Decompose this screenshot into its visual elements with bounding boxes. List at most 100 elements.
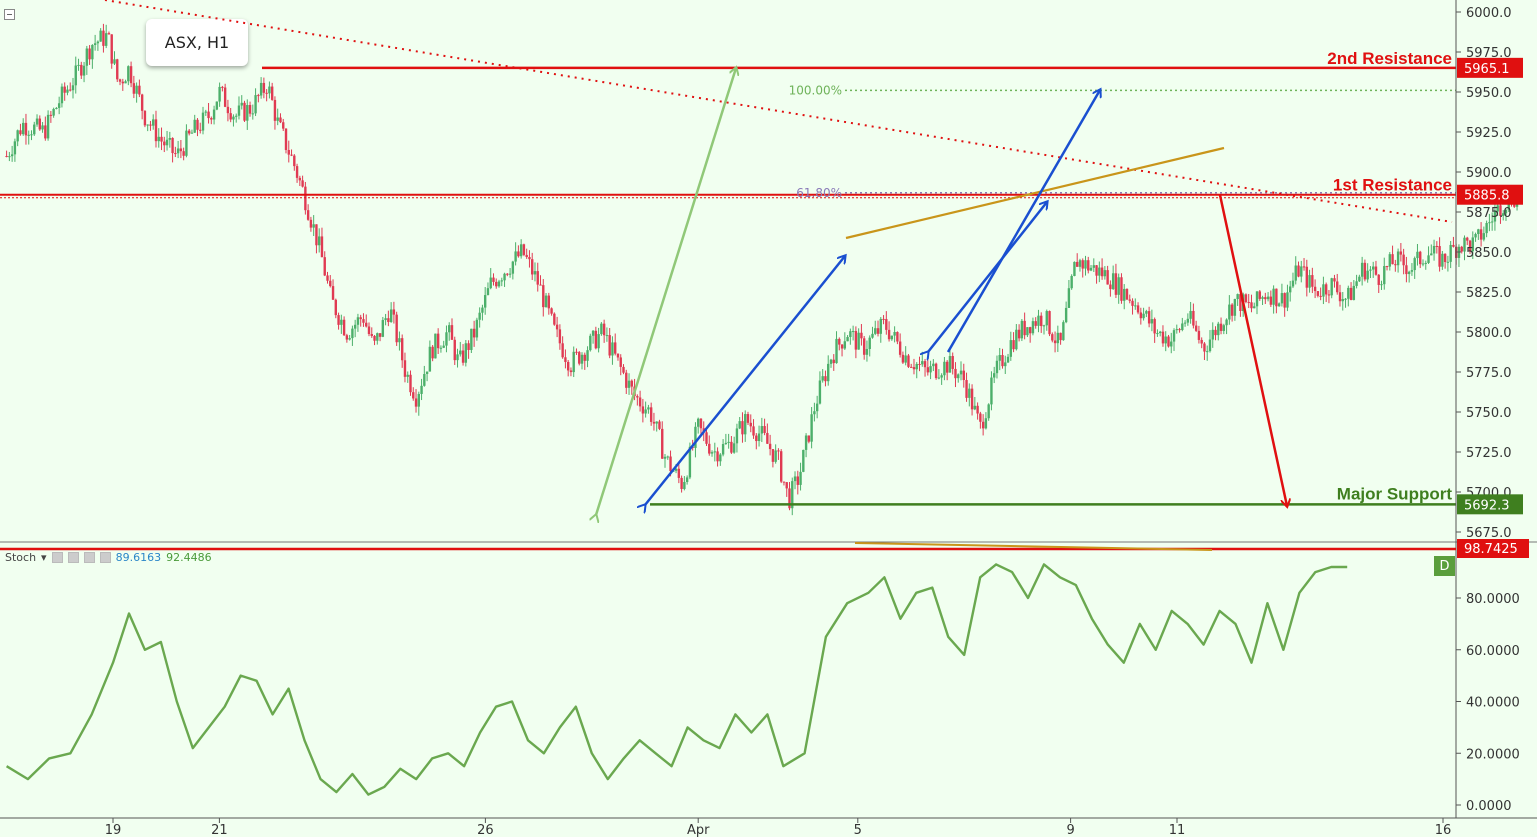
candle-body (232, 116, 235, 120)
candle-body (1432, 245, 1436, 254)
candle-body (583, 354, 586, 361)
candle-body (730, 441, 733, 453)
candle-body (957, 374, 960, 379)
close-icon[interactable] (99, 552, 111, 563)
candle-body (777, 450, 780, 452)
candle-body (887, 329, 891, 340)
candle-body (716, 451, 719, 462)
candle-body (1504, 209, 1508, 214)
candle-body (1358, 276, 1361, 282)
candle-body (80, 64, 83, 76)
candle-body (436, 333, 440, 349)
candle-body (1399, 251, 1403, 255)
price-tick-label: 5750.0 (1466, 406, 1512, 421)
candle-body (46, 114, 50, 139)
candle-body (96, 41, 100, 44)
time-axis[interactable]: 192126Apr591116182325 (0, 817, 1537, 837)
candle-body (1136, 305, 1140, 313)
candle-body (323, 257, 326, 276)
candle-body (893, 332, 896, 336)
stoch-tick-label: 80.0000 (1466, 592, 1520, 607)
candle-body (409, 374, 412, 393)
stoch-badge (1457, 539, 1529, 558)
candle-body (1449, 244, 1452, 262)
candle-body (1034, 321, 1037, 326)
settings-icon[interactable] (67, 552, 79, 563)
candle-body (868, 337, 871, 349)
candle-body (1380, 284, 1383, 286)
collapse-pane-icon[interactable] (4, 9, 15, 20)
candle-body (799, 471, 802, 485)
candle-body (1062, 322, 1065, 341)
candle-body (536, 271, 539, 285)
candle-body (1203, 343, 1206, 352)
candle-body (1194, 325, 1198, 331)
candle-body (373, 335, 376, 341)
candle-body (135, 85, 138, 94)
candle-body (680, 477, 683, 489)
plus-icon[interactable] (83, 552, 95, 563)
candle-body (384, 318, 387, 321)
candle-body (1261, 297, 1264, 299)
candle-body (1192, 310, 1195, 326)
candle-body (1048, 311, 1051, 335)
candle-body (1391, 254, 1394, 265)
candle-body (143, 110, 147, 126)
candle-body (506, 273, 509, 275)
candle-body (732, 443, 736, 453)
candle-body (785, 482, 788, 489)
candle-body (1424, 262, 1427, 264)
candle-body (395, 314, 398, 343)
candle-body (511, 261, 515, 274)
candle-body (768, 443, 772, 450)
chevron-down-icon[interactable]: ▾ (41, 551, 47, 564)
candle-body (1064, 307, 1068, 323)
candle-body (38, 118, 41, 130)
candle-body (1421, 263, 1425, 265)
candle-body (829, 359, 833, 364)
candle-body (1344, 298, 1347, 300)
candle-body (362, 319, 365, 323)
candle-body (434, 333, 437, 359)
candle-body (995, 360, 999, 374)
candle-body (763, 426, 766, 433)
candle-body (207, 111, 210, 119)
candle-body (528, 257, 531, 260)
candle-body (586, 350, 589, 361)
candle-body (677, 468, 681, 478)
price-tick-label: 5950.0 (1466, 86, 1512, 101)
candle-body (1349, 287, 1353, 300)
candle-body (1189, 310, 1192, 319)
candle-body (1250, 302, 1253, 309)
candle-body (580, 354, 584, 364)
candle-body (1228, 304, 1231, 320)
price-tick-label: 5775.0 (1466, 366, 1512, 381)
candle-body (658, 421, 661, 429)
candle-body (575, 351, 578, 353)
candle-body (326, 275, 329, 281)
candle-body (539, 284, 542, 286)
candle-body (1056, 332, 1060, 344)
eye-icon[interactable] (51, 552, 63, 563)
resistance-2-label: 2nd Resistance (1327, 49, 1452, 68)
candle-body (273, 99, 277, 121)
time-tick-label: 21 (211, 823, 228, 837)
candle-body (77, 64, 80, 66)
candle-body (425, 371, 429, 375)
candle-body (1488, 222, 1491, 224)
candle-body (912, 367, 916, 370)
candle-body (522, 244, 526, 255)
candle-body (52, 108, 55, 116)
price-axis[interactable]: 6000.0 5975.0 5950.0 5925.0 5900.0 5875.0 5850… (1455, 0, 1523, 818)
candle-body (699, 418, 703, 429)
candle-body (312, 224, 315, 228)
candle-body (196, 119, 199, 130)
candle-body (973, 405, 977, 410)
candle-body (235, 115, 238, 117)
candle-body (862, 338, 866, 355)
candle-body (27, 134, 30, 136)
candle-body (365, 322, 368, 327)
candle-body (110, 34, 113, 64)
price-badge (1457, 57, 1523, 78)
